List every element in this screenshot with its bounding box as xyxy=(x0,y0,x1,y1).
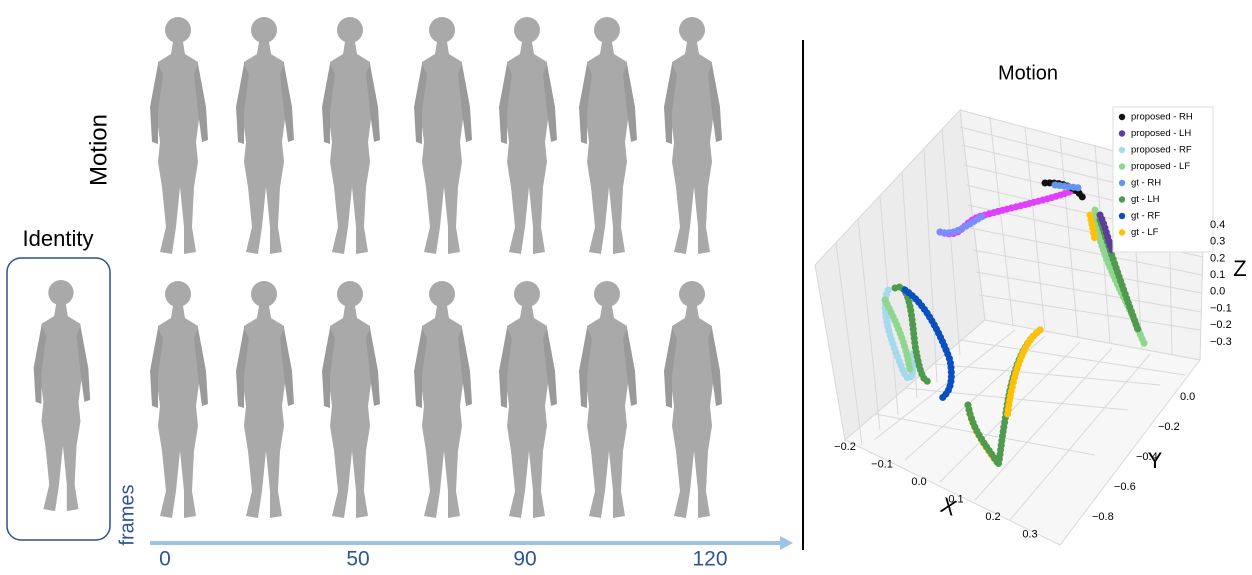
legend-label: gt - RH xyxy=(1131,178,1161,189)
legend-label: proposed - RF xyxy=(1131,145,1192,156)
frame-ticks: 0 50 90 120 xyxy=(159,548,727,571)
legend-marker xyxy=(1119,163,1125,169)
z-tick-label: 0.4 xyxy=(1210,219,1225,231)
motion-mesh xyxy=(150,281,208,518)
z-tick-label: −0.1 xyxy=(1210,302,1232,314)
frame-tick-label: 50 xyxy=(346,548,369,571)
motion-mesh xyxy=(236,17,294,254)
legend-label: gt - RF xyxy=(1131,211,1160,222)
plot-title: Motion xyxy=(998,62,1058,84)
z-tick-label: 0.0 xyxy=(1210,286,1225,298)
z-axis-label: Z xyxy=(1233,256,1246,281)
frames-label: frames xyxy=(116,484,138,545)
x-tick-label: −0.1 xyxy=(871,458,893,470)
frame-tick-label: 90 xyxy=(513,548,536,571)
frame-arrow-head xyxy=(780,536,793,550)
legend-label: proposed - RH xyxy=(1131,112,1193,123)
z-tick-label: 0.3 xyxy=(1210,236,1225,248)
motion-mesh xyxy=(579,17,637,254)
identity-mesh xyxy=(34,280,91,511)
figure: Motion Identity frames 0 50 90 120 Motion xyxy=(0,0,1252,575)
x-tick-label: 0.2 xyxy=(985,511,1000,523)
motion-mesh xyxy=(499,281,557,518)
legend-label: gt - LF xyxy=(1131,227,1159,238)
legend: proposed - RH proposed - LH proposed - RF p… xyxy=(1113,107,1213,252)
z-tick-label: −0.2 xyxy=(1210,319,1232,331)
motion-mesh xyxy=(664,17,722,254)
y-tick-label: −0.6 xyxy=(1114,481,1136,493)
legend-label: proposed - LF xyxy=(1131,161,1190,172)
legend-label: proposed - LH xyxy=(1131,128,1191,139)
motion-mesh xyxy=(322,281,380,518)
y-tick-label: 0.0 xyxy=(1180,391,1195,403)
frame-tick-label: 0 xyxy=(159,548,171,571)
legend-label: gt - LH xyxy=(1131,194,1160,205)
z-tick-label: −0.3 xyxy=(1210,336,1232,348)
legend-marker xyxy=(1119,114,1125,120)
legend-marker xyxy=(1119,147,1125,153)
motion-mesh xyxy=(579,281,637,518)
legend-marker xyxy=(1119,213,1125,219)
motion-mesh xyxy=(236,281,294,518)
motion-mesh xyxy=(414,281,472,518)
motion-mesh xyxy=(414,17,472,254)
legend-marker xyxy=(1119,196,1125,202)
x-tick-label: 0.3 xyxy=(1022,528,1037,540)
legend-marker xyxy=(1119,229,1125,235)
identity-label: Identity xyxy=(23,226,94,251)
y-tick-label: −0.2 xyxy=(1158,421,1180,433)
motion-mesh xyxy=(322,17,380,254)
frame-tick-label: 120 xyxy=(692,548,727,571)
legend-marker xyxy=(1119,130,1125,136)
x-tick-label: −0.2 xyxy=(834,441,856,453)
y-tick-label: −0.8 xyxy=(1092,511,1114,523)
x-tick-label: 0.0 xyxy=(911,476,926,488)
z-tick-label: 0.1 xyxy=(1210,269,1225,281)
motion-mesh xyxy=(499,17,557,254)
z-tick-label: 0.2 xyxy=(1210,252,1225,264)
motion-label: Motion xyxy=(85,114,112,186)
x-axis-label: X xyxy=(937,492,960,521)
motion-meshes xyxy=(150,17,722,518)
legend-marker xyxy=(1119,180,1125,186)
motion-mesh xyxy=(664,281,722,518)
y-axis-label: Y xyxy=(1148,448,1163,473)
motion-mesh xyxy=(150,17,208,254)
